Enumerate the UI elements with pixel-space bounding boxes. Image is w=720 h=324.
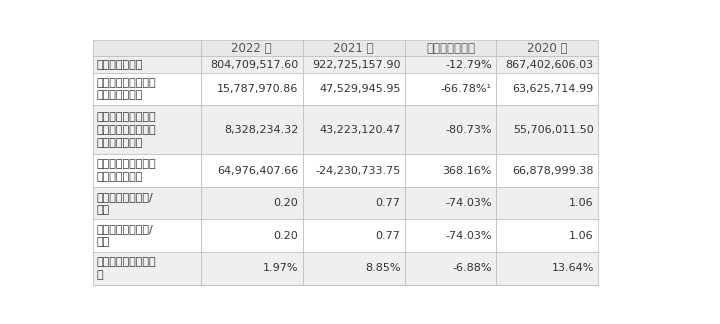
Text: -24,230,733.75: -24,230,733.75 xyxy=(315,166,400,176)
Text: 2021 年: 2021 年 xyxy=(333,42,374,55)
Bar xyxy=(496,40,598,56)
Bar xyxy=(405,73,496,105)
Text: 804,709,517.60: 804,709,517.60 xyxy=(210,60,298,70)
Bar xyxy=(93,73,200,105)
Bar xyxy=(302,56,405,73)
Text: 本年比上年增减: 本年比上年增减 xyxy=(426,42,475,55)
Bar xyxy=(405,105,496,154)
Bar xyxy=(302,40,405,56)
Text: 55,706,011.50: 55,706,011.50 xyxy=(513,125,594,135)
Text: 13.64%: 13.64% xyxy=(552,263,594,273)
Bar xyxy=(405,187,496,219)
Text: 1.06: 1.06 xyxy=(570,198,594,208)
Text: -6.88%: -6.88% xyxy=(452,263,492,273)
Text: 2020 年: 2020 年 xyxy=(527,42,567,55)
Bar xyxy=(405,154,496,187)
Text: 经营活动产生的现金
流量净额（元）: 经营活动产生的现金 流量净额（元） xyxy=(96,159,156,182)
Bar xyxy=(496,105,598,154)
Bar xyxy=(405,56,496,73)
Bar xyxy=(302,105,405,154)
Text: 加权平均净资产收益
率: 加权平均净资产收益 率 xyxy=(96,257,156,280)
Text: 15,787,970.86: 15,787,970.86 xyxy=(217,84,298,94)
Text: 867,402,606.03: 867,402,606.03 xyxy=(505,60,594,70)
Text: 1.06: 1.06 xyxy=(570,231,594,241)
Text: 64,976,407.66: 64,976,407.66 xyxy=(217,166,298,176)
Text: -80.73%: -80.73% xyxy=(445,125,492,135)
Bar xyxy=(405,40,496,56)
Bar xyxy=(200,73,302,105)
Bar xyxy=(302,73,405,105)
Text: 66,878,999.38: 66,878,999.38 xyxy=(513,166,594,176)
Bar xyxy=(200,56,302,73)
Text: 368.16%: 368.16% xyxy=(442,166,492,176)
Text: 0.20: 0.20 xyxy=(274,231,298,241)
Bar xyxy=(405,219,496,252)
Bar xyxy=(496,56,598,73)
Text: 营业收入（元）: 营业收入（元） xyxy=(96,60,143,70)
Text: 8.85%: 8.85% xyxy=(365,263,400,273)
Bar xyxy=(93,154,200,187)
Text: 922,725,157.90: 922,725,157.90 xyxy=(312,60,400,70)
Text: 63,625,714.99: 63,625,714.99 xyxy=(513,84,594,94)
Text: -12.79%: -12.79% xyxy=(445,60,492,70)
Bar xyxy=(405,252,496,284)
Bar xyxy=(496,219,598,252)
Bar xyxy=(302,219,405,252)
Bar xyxy=(496,252,598,284)
Bar xyxy=(302,252,405,284)
Text: 归属于上市公司股东
的净利润（元）: 归属于上市公司股东 的净利润（元） xyxy=(96,78,156,100)
Bar xyxy=(93,40,200,56)
Bar xyxy=(302,154,405,187)
Text: 1.97%: 1.97% xyxy=(263,263,298,273)
Bar xyxy=(496,73,598,105)
Bar xyxy=(93,252,200,284)
Bar xyxy=(200,187,302,219)
Text: 0.77: 0.77 xyxy=(376,198,400,208)
Bar xyxy=(200,105,302,154)
Text: 8,328,234.32: 8,328,234.32 xyxy=(224,125,298,135)
Bar xyxy=(302,187,405,219)
Text: -74.03%: -74.03% xyxy=(445,231,492,241)
Bar xyxy=(496,187,598,219)
Text: 0.20: 0.20 xyxy=(274,198,298,208)
Text: 47,529,945.95: 47,529,945.95 xyxy=(319,84,400,94)
Bar xyxy=(200,252,302,284)
Text: 稀释每股收益（元/
股）: 稀释每股收益（元/ 股） xyxy=(96,224,153,247)
Text: 2022 年: 2022 年 xyxy=(231,42,272,55)
Text: 归属于上市公司股东
的扣除非经常性损益
的净利润（元）: 归属于上市公司股东 的扣除非经常性损益 的净利润（元） xyxy=(96,112,156,147)
Bar xyxy=(200,154,302,187)
Bar xyxy=(200,219,302,252)
Bar xyxy=(93,105,200,154)
Bar xyxy=(496,154,598,187)
Bar xyxy=(93,187,200,219)
Text: 基本每股收益（元/
股）: 基本每股收益（元/ 股） xyxy=(96,192,153,214)
Text: -66.78%¹: -66.78%¹ xyxy=(441,84,492,94)
Bar xyxy=(200,40,302,56)
Text: 43,223,120.47: 43,223,120.47 xyxy=(319,125,400,135)
Text: -74.03%: -74.03% xyxy=(445,198,492,208)
Bar xyxy=(93,219,200,252)
Text: 0.77: 0.77 xyxy=(376,231,400,241)
Bar xyxy=(93,56,200,73)
